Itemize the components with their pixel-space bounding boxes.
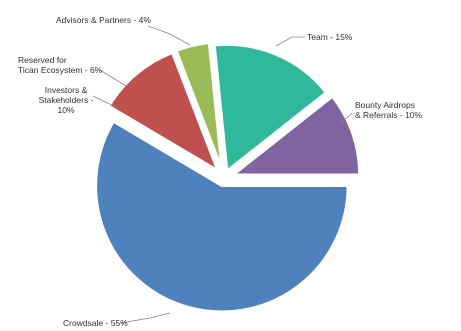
pie-slice-4 [213, 43, 328, 174]
pie-slice-3 [174, 41, 223, 169]
slice-label-5: Bounty Airdrops & Referrals - 10% [355, 100, 423, 120]
leader-line-2 [92, 95, 119, 109]
slice-label-6: Reserved for Tican Ecosystem - 6% [18, 55, 103, 75]
pie-slice-2 [107, 51, 221, 174]
leader-line-6 [99, 69, 127, 87]
slice-labels: Crowdsale - 55% Investors & Stakeholders -… [18, 15, 423, 328]
leader-line-3 [147, 25, 191, 46]
leader-line-1 [120, 312, 171, 324]
slice-label-4: Team - 15% [307, 32, 353, 42]
label-leader-lines [92, 25, 353, 324]
pie-slices [94, 41, 361, 313]
leader-line-5 [339, 112, 353, 125]
slice-label-3: Advisors & Partners - 4% [56, 15, 151, 25]
slice-label-1: Crowdsale - 55% [63, 318, 128, 328]
slice-label-2: Investors & Stakeholders -10% [39, 85, 94, 115]
pie-slice-5 [229, 94, 361, 176]
pie-slice-1 [94, 119, 350, 313]
leader-line-4 [275, 36, 305, 47]
